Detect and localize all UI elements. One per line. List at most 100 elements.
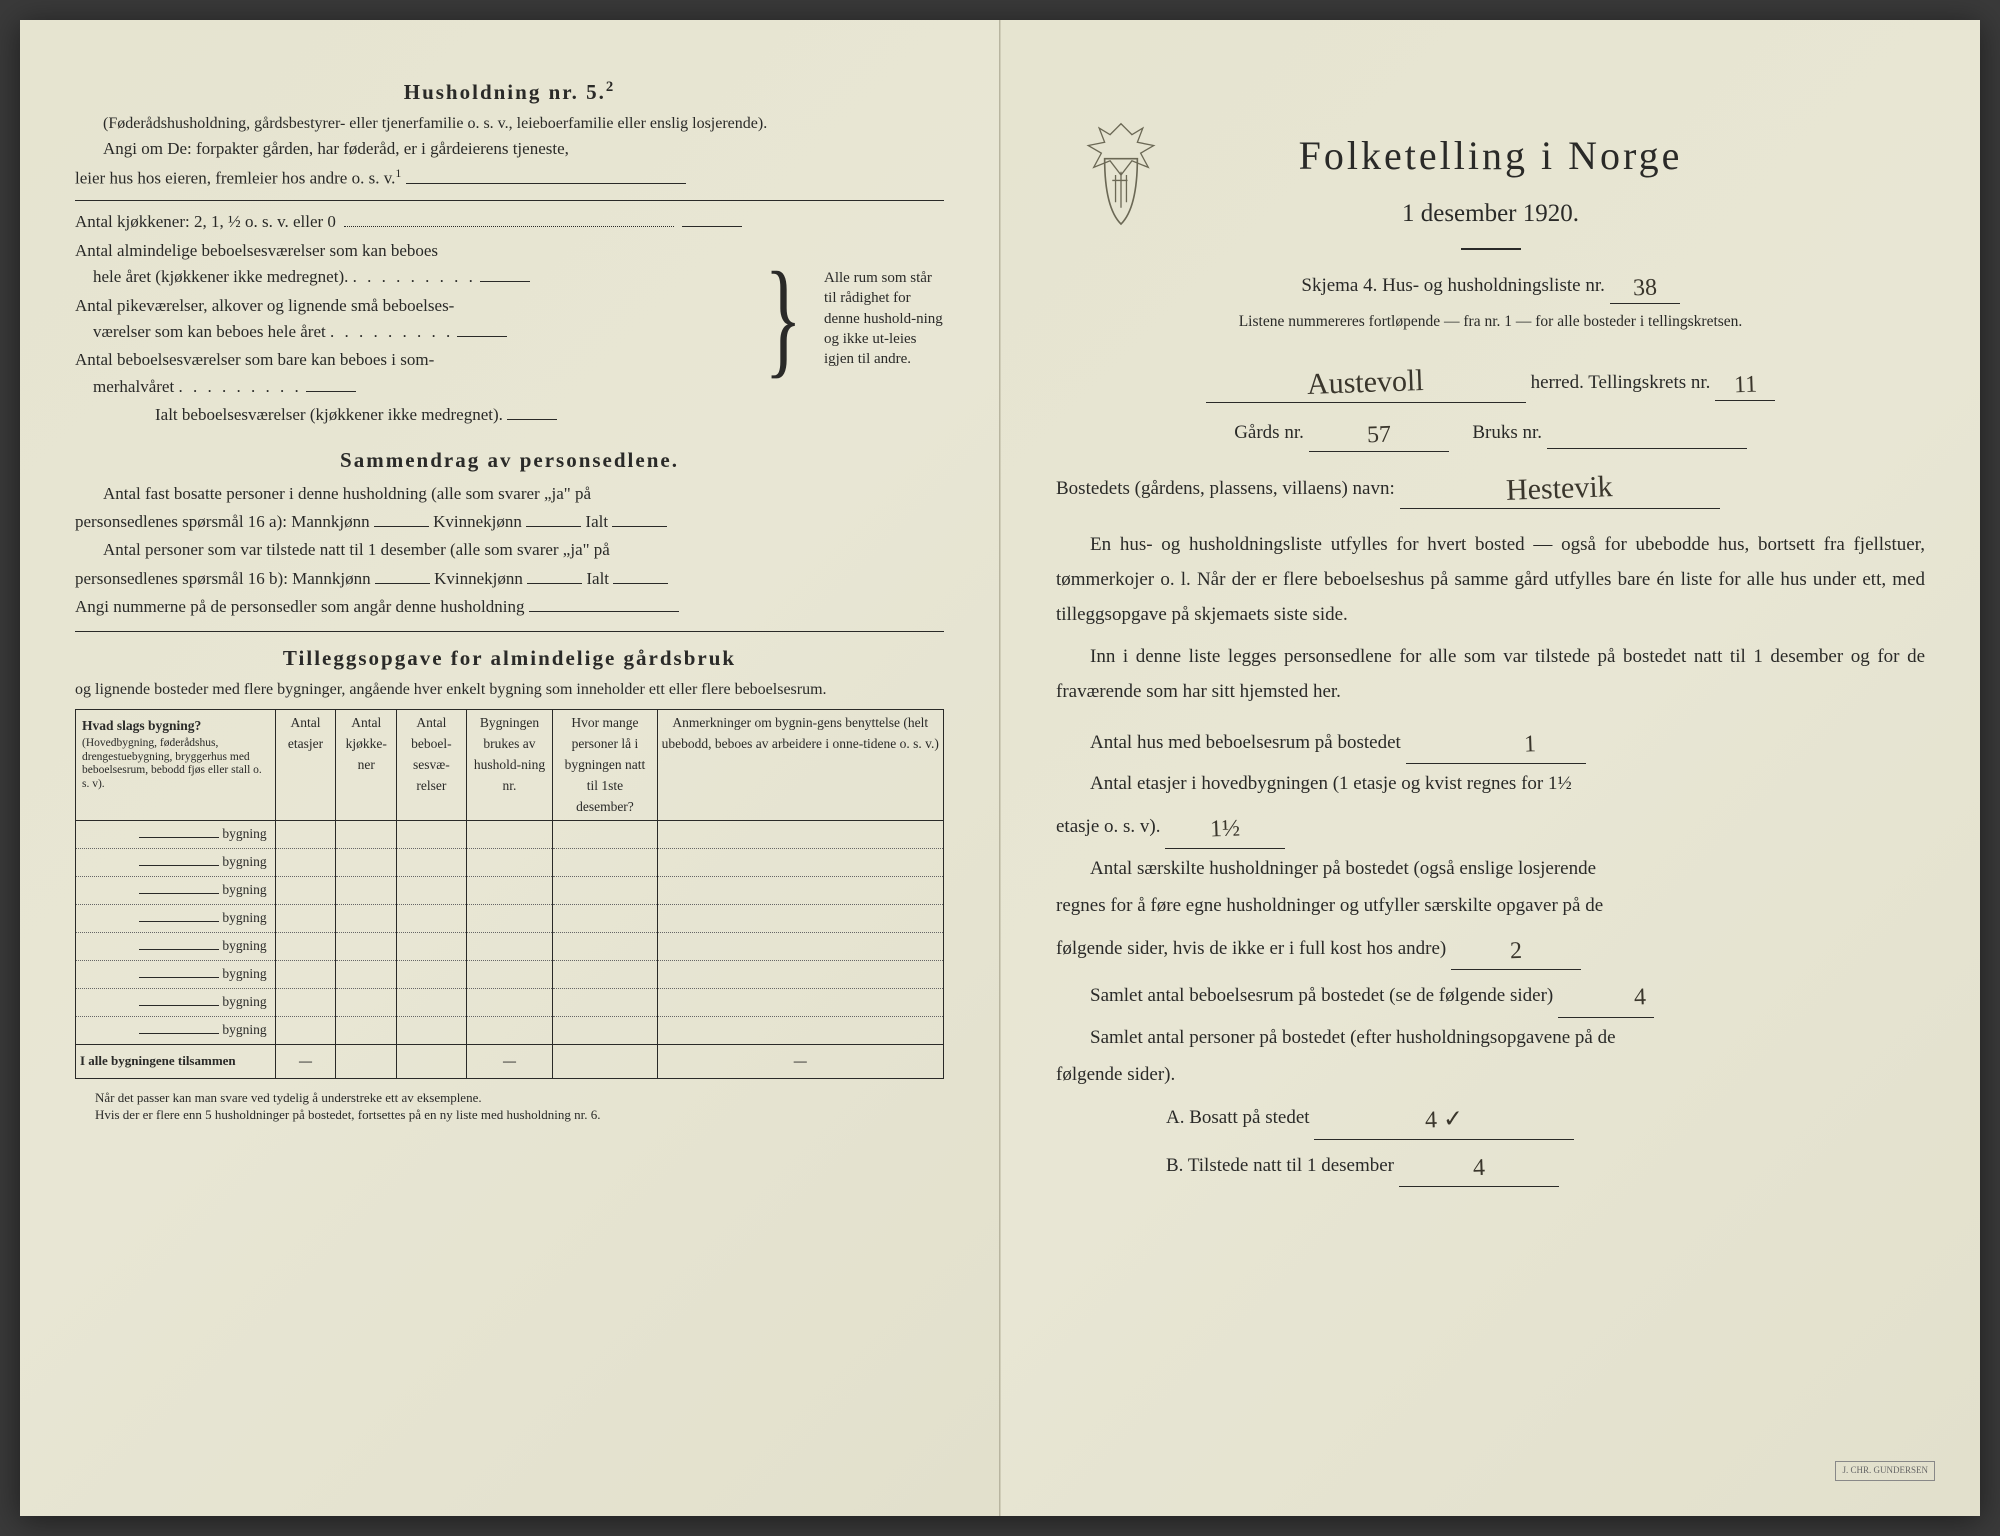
q1-field: 1 [1406, 719, 1586, 764]
husholdning-note: (Føderådshusholdning, gårdsbestyrer- ell… [75, 113, 944, 135]
th2: Antal etasjer [288, 715, 323, 751]
th5: Bygningen brukes av hushold-ning nr. [474, 715, 545, 793]
table-row: bygning [76, 1017, 944, 1045]
footnotes: Når det passer kan man svare ved tydelig… [75, 1089, 944, 1124]
husholdning-sup: 2 [606, 79, 615, 95]
ialt-row: Ialt beboelsesværelser (kjøkkener ikke m… [75, 402, 742, 428]
table-header: Hvad slags bygning? (Hovedbygning, føder… [76, 709, 944, 821]
th6: Hvor mange personer lå i bygningen natt … [565, 715, 646, 814]
kitchens-label: Antal kjøkkener: 2, 1, ½ o. s. v. eller … [75, 209, 336, 235]
skjema-nr-field: 38 [1610, 266, 1680, 304]
main-title: Folketelling i Norge [1056, 125, 1925, 187]
brace-text: Alle rum som står til rådighet for denne… [824, 268, 944, 369]
sammen-l2: personsedlenes spørsmål 16 a): Mannkjønn [75, 512, 370, 531]
q2-val: 1½ [1209, 807, 1241, 852]
bygning-lbl: bygning [222, 826, 266, 841]
tillegg-title: Tilleggsopgave for almindelige gårdsbruk [75, 642, 944, 675]
crest-icon [1076, 115, 1166, 235]
dots [178, 377, 301, 396]
q4-label: Samlet antal beboelsesrum på bostedet (s… [1090, 985, 1553, 1006]
skjema-nr-val: 38 [1632, 269, 1657, 307]
dotfill [344, 210, 674, 227]
alm-row: Antal almindelige beboelsesværelser som … [75, 238, 742, 291]
herred-val: Austevoll [1307, 358, 1425, 409]
bruks-label: Bruks nr. [1472, 422, 1542, 443]
sommer-row: Antal beboelsesværelser som bare kan beb… [75, 347, 742, 400]
q5a-field: 4 ✓ [1314, 1094, 1574, 1139]
rooms-bracket-group: Antal kjøkkener: 2, 1, ½ o. s. v. eller … [75, 209, 944, 428]
bosted-row: Bostedets (gårdens, plassens, villaens) … [1056, 462, 1925, 510]
building-table: Hvad slags bygning? (Hovedbygning, føder… [75, 709, 944, 1079]
angi-num-blank [529, 595, 679, 612]
skjema-line: Skjema 4. Hus- og husholdningsliste nr. … [1056, 266, 1925, 304]
som-label2-text: merhalvåret [93, 377, 174, 396]
rooms-list: Antal kjøkkener: 2, 1, ½ o. s. v. eller … [75, 209, 742, 428]
krets-field: 11 [1715, 363, 1775, 401]
q1-val: 1 [1489, 722, 1537, 768]
q5b-field: 4 [1399, 1142, 1559, 1187]
angi-num-row: Angi nummerne på de personsedler som ang… [75, 594, 944, 620]
ialt-label: Ialt beboelsesværelser (kjøkkener ikke m… [155, 402, 503, 428]
kvinne-lbl-2: Kvinnekjønn [434, 569, 523, 588]
q5b-val: 4 [1472, 1145, 1486, 1190]
table-row: bygning [76, 849, 944, 877]
sammendrag-title: Sammendrag av personsedlene. [75, 444, 944, 477]
table-row: bygning [76, 821, 944, 849]
q2-l2: etasje o. s. v). [1056, 816, 1160, 837]
bosted-field: Hestevik [1400, 462, 1720, 510]
bygning-lbl: bygning [222, 966, 266, 981]
ialt-lbl-2: Ialt [586, 569, 609, 588]
kitchens-blank [682, 210, 742, 227]
th3: Antal kjøkke-ner [346, 715, 387, 772]
pike-label2-text: værelser som kan beboes hele året [93, 322, 326, 341]
table-total-row: I alle bygningene tilsammen ——— [76, 1045, 944, 1078]
bygning-lbl: bygning [222, 938, 266, 953]
ialt-blank [507, 403, 557, 420]
bygning-lbl: bygning [222, 910, 266, 925]
q5-l1: Samlet antal personer på bostedet (efter… [1056, 1020, 1925, 1055]
som-label1: Antal beboelsesværelser som bare kan beb… [75, 350, 434, 369]
q3-l1: Antal særskilte husholdninger på bostede… [1056, 851, 1925, 886]
kitchens-row: Antal kjøkkener: 2, 1, ½ o. s. v. eller … [75, 209, 742, 235]
herred-label: herred. Tellingskrets nr. [1531, 372, 1711, 393]
rule-icon [1461, 248, 1521, 250]
dots [353, 267, 476, 286]
dots [330, 322, 453, 341]
gards-row: Gårds nr. 57 Bruks nr. [1056, 413, 1925, 451]
bruks-field [1547, 418, 1747, 448]
gards-val: 57 [1366, 417, 1391, 455]
sammen-l2-row: personsedlenes spørsmål 16 a): Mannkjønn… [75, 509, 944, 535]
herred-field: Austevoll [1206, 356, 1526, 404]
angi-blank [406, 167, 686, 184]
alm-blank [480, 265, 530, 282]
total-label: I alle bygningene tilsammen [76, 1045, 276, 1078]
q1-label: Antal hus med beboelsesrum på bostedet [1090, 732, 1401, 753]
q3-val: 2 [1509, 929, 1523, 974]
th1b: (Hovedbygning, føderådshus, drengestueby… [82, 737, 269, 792]
krets-val: 11 [1733, 367, 1757, 405]
divider-thick [75, 631, 944, 632]
q4-val: 4 [1599, 976, 1647, 1022]
kvinne-blank [526, 510, 581, 527]
q5-l2: følgende sider). [1056, 1057, 1925, 1092]
th1a: Hvad slags bygning? [82, 718, 201, 733]
bosted-val: Hestevik [1505, 464, 1613, 514]
q5a-label: A. Bosatt på stedet [1166, 1107, 1310, 1128]
q5b-row: B. Tilstede natt til 1 desember 4 [1056, 1142, 1925, 1187]
q4-row: Samlet antal beboelsesrum på bostedet (s… [1056, 972, 1925, 1017]
bygning-lbl: bygning [222, 882, 266, 897]
gards-field: 57 [1309, 413, 1449, 451]
table-row: bygning [76, 989, 944, 1017]
herred-row: Austevoll herred. Tellingskrets nr. 11 [1056, 356, 1925, 404]
th7: Anmerkninger om bygnin-gens benyttelse (… [662, 715, 939, 751]
husholdning-title-text: Husholdning nr. 5. [404, 80, 606, 104]
bygning-lbl: bygning [222, 854, 266, 869]
pike-blank [457, 320, 507, 337]
mann-blank [374, 510, 429, 527]
kvinne-blank-2 [527, 567, 582, 584]
pike-row: Antal pikeværelser, alkover og lignende … [75, 293, 742, 346]
q3-l3: følgende sider, hvis de ikke er i full k… [1056, 938, 1446, 959]
printer-stamp: J. CHR. GUNDERSEN [1835, 1461, 1935, 1481]
mann-blank-2 [375, 567, 430, 584]
body-text: En hus- og husholdningsliste utfylles fo… [1056, 527, 1925, 1187]
